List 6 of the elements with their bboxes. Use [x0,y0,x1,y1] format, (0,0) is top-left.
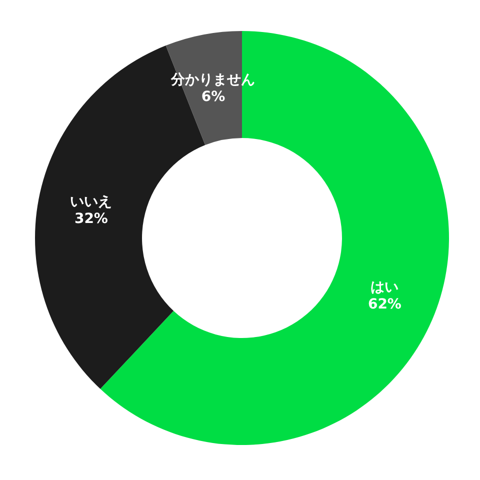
slice-label: いいえ [70,194,112,210]
data-label: 62% [368,296,402,313]
slice-label: 分かりません [170,72,256,88]
data-label: 6% [201,89,226,106]
data-label: 32% [74,211,108,228]
slice-label: はい [370,280,399,296]
